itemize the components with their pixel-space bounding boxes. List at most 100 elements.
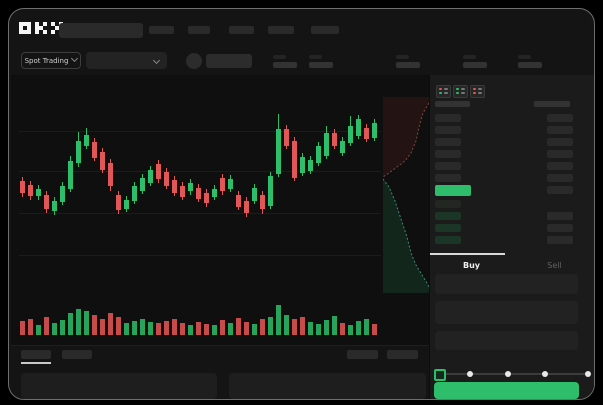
volume-bar <box>220 320 225 335</box>
volume-bar <box>348 325 353 335</box>
candlestick-chart[interactable] <box>19 101 381 293</box>
slider-step-dot[interactable] <box>505 371 511 377</box>
ask-row-amount-placeholder[interactable] <box>547 174 573 182</box>
volume-bar <box>132 321 137 335</box>
stat-value <box>396 62 420 68</box>
candle <box>300 157 305 173</box>
book-bids-icon[interactable] <box>453 85 468 98</box>
slider-step-dot[interactable] <box>467 371 473 377</box>
ask-row-amount-placeholder[interactable] <box>547 138 573 146</box>
buy-submit-button[interactable] <box>434 382 579 399</box>
stat-value <box>273 62 297 68</box>
stat-label <box>518 55 531 59</box>
candle <box>148 170 153 183</box>
book-combined-icon[interactable] <box>436 85 451 98</box>
slider-track[interactable] <box>439 373 589 375</box>
search-input[interactable] <box>59 23 143 38</box>
nav-item[interactable] <box>149 26 174 34</box>
candle <box>84 135 89 146</box>
candle <box>60 186 65 202</box>
order-total-field[interactable] <box>435 331 578 350</box>
candle <box>244 201 249 213</box>
volume-bar <box>316 324 321 335</box>
volume-bar <box>140 319 145 335</box>
orders-list-placeholder <box>21 373 217 399</box>
bid-row-price-placeholder[interactable] <box>435 200 461 208</box>
book-asks-icon[interactable] <box>470 85 485 98</box>
bid-row-amount-placeholder[interactable] <box>547 236 573 244</box>
slider-handle[interactable] <box>434 369 446 381</box>
volume-bar <box>324 320 329 335</box>
ask-row-price-placeholder[interactable] <box>435 174 461 182</box>
volume-bar <box>188 325 193 335</box>
stat-label <box>463 55 476 59</box>
ask-row-price-placeholder[interactable] <box>435 162 461 170</box>
depth-chart <box>383 97 429 293</box>
amount-slider[interactable] <box>430 365 594 383</box>
okx-logo <box>19 22 63 34</box>
candle <box>260 195 265 209</box>
candle <box>164 172 169 186</box>
bid-row-amount-placeholder[interactable] <box>547 212 573 220</box>
candle <box>220 178 225 191</box>
volume-bar <box>164 321 169 335</box>
nav-item[interactable] <box>229 26 254 34</box>
ask-row-price-placeholder[interactable] <box>435 138 461 146</box>
bid-row-amount-placeholder[interactable] <box>547 224 573 232</box>
order-price-field[interactable] <box>435 274 578 294</box>
volume-bar <box>180 323 185 335</box>
stat-value <box>309 62 333 68</box>
ask-row-price-placeholder[interactable] <box>435 126 461 134</box>
volume-bar <box>156 323 161 335</box>
volume-bar <box>292 319 297 335</box>
pair-selector[interactable] <box>86 52 167 69</box>
orderbook-col-header-amount <box>534 101 570 107</box>
candle <box>332 133 337 146</box>
slider-step-dot[interactable] <box>585 371 591 377</box>
bid-row-price-placeholder[interactable] <box>435 236 461 244</box>
volume-bar <box>340 323 345 335</box>
order-amount-field[interactable] <box>435 301 578 324</box>
nav-item[interactable] <box>268 26 294 34</box>
nav-item[interactable] <box>188 26 210 34</box>
orders-action[interactable] <box>347 350 378 359</box>
candle <box>252 188 257 201</box>
slider-step-dot[interactable] <box>542 371 548 377</box>
candle <box>188 183 193 191</box>
candle <box>116 195 121 210</box>
ask-row-price-placeholder[interactable] <box>435 150 461 158</box>
tab-buy[interactable]: Buy <box>430 261 513 270</box>
candle <box>372 123 377 138</box>
orders-tab-active[interactable] <box>21 350 51 359</box>
candle <box>268 176 273 206</box>
volume-bar <box>68 313 73 335</box>
orders-tab[interactable] <box>62 350 92 359</box>
bid-row-price-placeholder[interactable] <box>435 212 461 220</box>
volume-bar <box>92 315 97 335</box>
ask-row-amount-placeholder[interactable] <box>547 114 573 122</box>
orders-action[interactable] <box>387 350 418 359</box>
last-price-highlight[interactable] <box>435 185 471 196</box>
nav-item[interactable] <box>311 26 339 34</box>
volume-bar <box>36 325 41 335</box>
bid-row-price-placeholder[interactable] <box>435 224 461 232</box>
market-type-selector[interactable]: Spot Trading <box>21 52 81 69</box>
ask-row-amount-placeholder[interactable] <box>547 162 573 170</box>
tab-sell[interactable]: Sell <box>513 261 594 270</box>
candle <box>124 200 129 209</box>
ask-row-amount-placeholder[interactable] <box>547 126 573 134</box>
stat-value <box>518 62 542 68</box>
candle <box>132 186 137 201</box>
volume-bar <box>108 313 113 335</box>
candle <box>36 189 41 196</box>
candle <box>92 142 97 158</box>
volume-bar <box>196 322 201 335</box>
volume-bar <box>28 319 33 335</box>
ask-row-amount-placeholder[interactable] <box>547 150 573 158</box>
candle <box>308 160 313 171</box>
chevron-down-icon <box>152 56 161 65</box>
volume-bar <box>284 315 289 335</box>
volume-bar <box>364 319 369 335</box>
volume-bar <box>332 316 337 335</box>
ask-row-price-placeholder[interactable] <box>435 114 461 122</box>
